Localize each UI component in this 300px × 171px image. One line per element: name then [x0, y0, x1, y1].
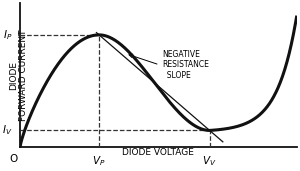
- Text: $I_P$: $I_P$: [3, 28, 13, 42]
- Text: $I_V$: $I_V$: [2, 123, 13, 137]
- Text: O: O: [9, 154, 18, 164]
- Y-axis label: DIODE
FORWARD CURRENT: DIODE FORWARD CURRENT: [9, 29, 28, 121]
- Text: NEGATIVE
RESISTANCE
  SLOPE: NEGATIVE RESISTANCE SLOPE: [162, 50, 209, 80]
- X-axis label: DIODE VOLTAGE: DIODE VOLTAGE: [122, 148, 194, 157]
- Text: $V_V$: $V_V$: [202, 154, 217, 168]
- Text: $V_P$: $V_P$: [92, 154, 106, 168]
